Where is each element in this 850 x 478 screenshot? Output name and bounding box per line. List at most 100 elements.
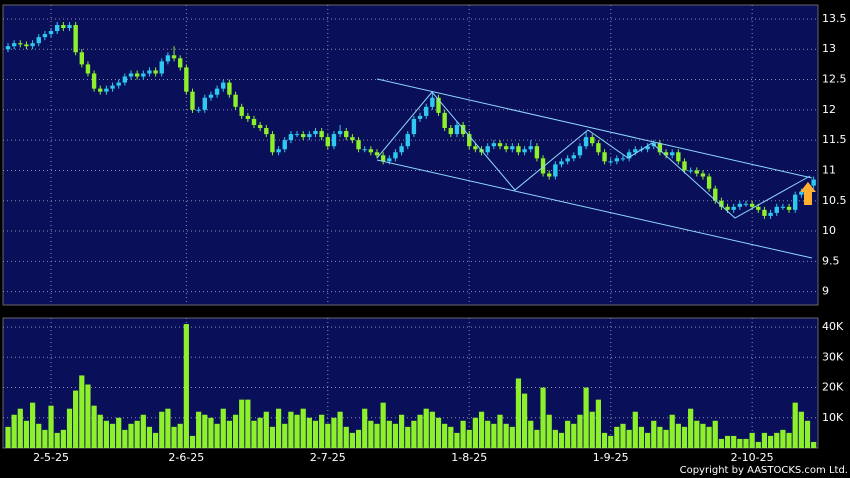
candle-body xyxy=(214,88,220,95)
candle-body xyxy=(565,158,570,162)
volume-bar xyxy=(595,399,601,448)
candle-body xyxy=(141,73,146,77)
candle-body xyxy=(399,146,404,153)
volume-bar xyxy=(331,417,337,448)
volume-bar xyxy=(380,402,386,448)
volume-bar xyxy=(109,423,116,448)
volume-bar xyxy=(374,423,380,448)
volume-bar xyxy=(5,426,11,448)
candle-body xyxy=(288,134,294,141)
candle-body xyxy=(368,149,374,153)
candle-body xyxy=(282,140,287,150)
volume-bar xyxy=(571,423,577,448)
candle-body xyxy=(663,152,669,156)
volume-bar xyxy=(325,423,331,448)
volume-bar xyxy=(804,420,811,448)
candle-body xyxy=(134,73,140,77)
volume-bar xyxy=(42,429,48,448)
volume-bar xyxy=(276,408,282,448)
candle-body xyxy=(553,164,558,177)
volume-bar xyxy=(558,432,565,448)
volume-bar xyxy=(312,420,319,448)
candle-body xyxy=(510,146,515,150)
volume-bar xyxy=(60,429,66,448)
candle-body xyxy=(528,146,533,150)
volume-bar xyxy=(140,414,146,448)
candle-body xyxy=(79,52,84,65)
volume-bar xyxy=(478,411,485,448)
trend-lines xyxy=(376,78,816,259)
volume-bar xyxy=(565,420,571,448)
volume-bar xyxy=(411,420,417,448)
candle-body xyxy=(104,88,109,92)
volume-bar xyxy=(755,441,761,448)
candle-body xyxy=(184,67,189,92)
volume-bar xyxy=(503,423,509,448)
candle-body xyxy=(694,170,699,174)
volume-bar xyxy=(601,432,608,448)
volume-bar xyxy=(54,432,60,448)
candle-body xyxy=(485,146,490,153)
candle-body xyxy=(405,134,410,147)
candle-body xyxy=(171,55,177,59)
volume-bar xyxy=(17,408,23,448)
candle-body xyxy=(190,91,195,110)
candle-body xyxy=(596,143,601,153)
y-tick-label: 12.5 xyxy=(822,73,847,86)
candle-body xyxy=(307,134,312,138)
candle-body xyxy=(786,206,792,210)
volume-bar xyxy=(509,426,515,448)
candle-body xyxy=(762,209,767,216)
candle-body xyxy=(350,137,355,141)
volume-bar xyxy=(706,426,712,448)
volume-bar xyxy=(798,411,804,448)
candle-body xyxy=(780,206,786,208)
candle-body xyxy=(799,191,804,195)
volume-bar xyxy=(780,429,786,448)
candle-body xyxy=(42,34,48,38)
volume-bar xyxy=(300,408,306,448)
candle-body xyxy=(688,170,693,172)
volume-bar xyxy=(177,423,183,448)
volume-bar xyxy=(448,426,454,448)
volume-bar xyxy=(196,411,202,448)
candle-body xyxy=(48,31,54,35)
volume-bar xyxy=(737,438,743,448)
volume-bar xyxy=(546,414,552,448)
candle-body xyxy=(245,115,251,119)
candle-body xyxy=(55,25,60,32)
volume-bar xyxy=(159,411,165,448)
candle-body xyxy=(294,134,300,136)
volume-bar xyxy=(116,417,122,448)
volume-tick-label: 30K xyxy=(822,350,844,363)
y-tick-label: 11 xyxy=(822,163,836,176)
volume-bar xyxy=(392,423,399,448)
candle-body xyxy=(756,206,761,210)
candle-body xyxy=(110,85,115,89)
volume-bar xyxy=(85,384,91,448)
volume-bar xyxy=(294,414,300,448)
candle-body xyxy=(319,131,324,138)
volume-bar xyxy=(638,426,645,448)
candle-body xyxy=(737,203,743,207)
candle-body xyxy=(614,158,620,162)
volume-bar xyxy=(442,423,448,448)
volume-bar xyxy=(146,426,153,448)
volume-bar xyxy=(337,411,343,448)
candle-body xyxy=(743,203,749,205)
volume-bar xyxy=(700,423,706,448)
volume-bar xyxy=(91,405,97,448)
candle-body xyxy=(264,128,269,135)
candle-body xyxy=(301,134,306,138)
volume-bar xyxy=(220,408,226,448)
volume-bar xyxy=(11,414,17,448)
volume-bar xyxy=(282,423,288,448)
volume-bar xyxy=(202,414,208,448)
volume-bar xyxy=(620,423,626,448)
candle-body xyxy=(670,152,675,156)
candle-body xyxy=(682,161,687,171)
candle-body xyxy=(713,188,718,201)
volume-bar xyxy=(657,426,663,448)
candle-body xyxy=(454,125,460,135)
